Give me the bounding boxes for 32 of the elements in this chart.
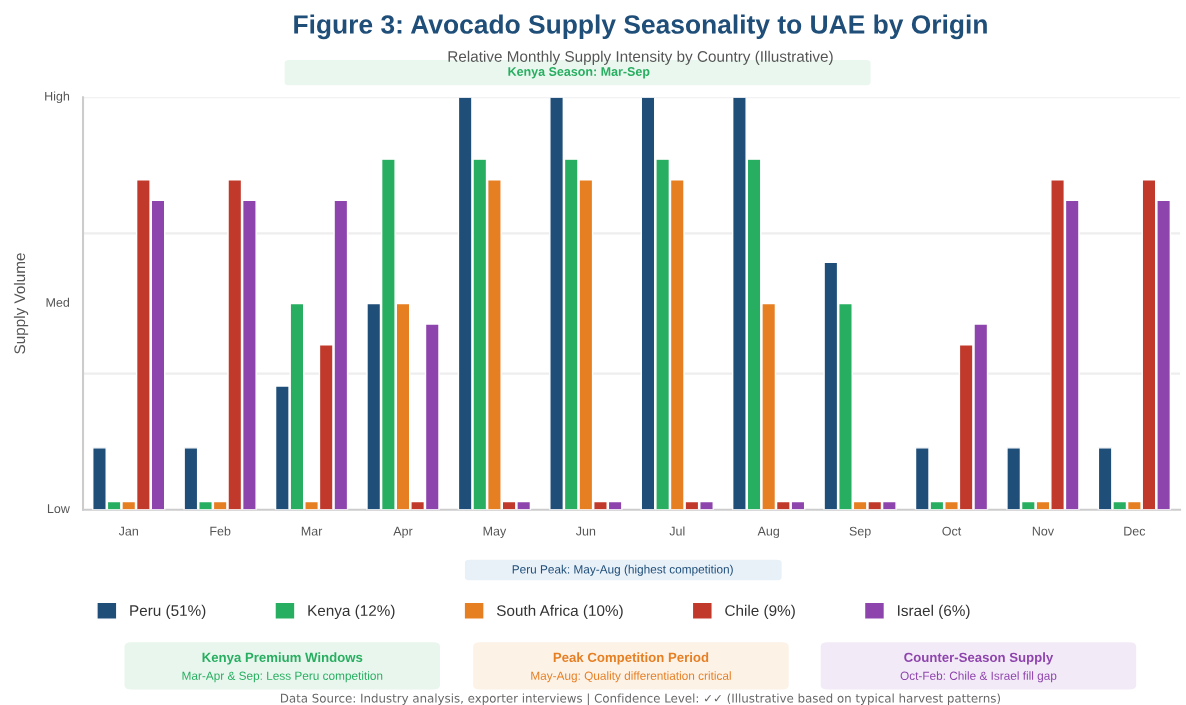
- x-tick-label: Feb: [210, 526, 231, 536]
- x-tick-label: Nov: [1032, 526, 1055, 536]
- legend-label: South Africa (10%): [496, 604, 623, 620]
- x-tick-label: Dec: [1124, 526, 1146, 536]
- source-note: Data Source: Industry analysis, exporter interviews | Confidence Level: ✓✓ (Illustrative based on typical harvest patterns): [280, 693, 1001, 705]
- text: High: [45, 91, 70, 104]
- x-tick-label: Apr: [393, 526, 413, 539]
- legend-label: Kenya (12%): [308, 604, 395, 620]
- chart-subtitle: Relative Monthly Supply Intensity by Country (Illustrative): [448, 50, 833, 65]
- x-tick-label: Jan: [118, 526, 138, 536]
- text: Med: [46, 297, 70, 307]
- x-tick-label: Jun: [575, 526, 596, 536]
- text: Peak Competition Period: [553, 652, 709, 665]
- text: Low: [47, 504, 70, 514]
- x-tick-label: May: [483, 526, 507, 539]
- text: Mar-Apr & Sep: Less Peru competition: [182, 671, 383, 683]
- legend-label: Israel (6%): [898, 604, 970, 620]
- legend-label: Peru (51%): [130, 604, 206, 620]
- x-tick-label: Mar: [301, 526, 323, 536]
- x-tick-label: Aug: [757, 526, 779, 539]
- text: Counter-Season Supply: [904, 652, 1054, 665]
- x-tick-label: Jul: [669, 526, 685, 536]
- x-tick-label: Sep: [849, 526, 871, 539]
- text: Kenya Premium Windows: [202, 652, 363, 665]
- chart-title: Figure 3: Avocado Supply Seasonality to UAE by Origin: [294, 14, 987, 40]
- text: Peru Peak: May-Aug (highest competition): [512, 564, 733, 576]
- text: Oct-Feb: Chile & Israel fill gap: [900, 671, 1057, 683]
- legend-label: Chile (9%): [725, 604, 795, 620]
- x-tick-label: Oct: [942, 526, 962, 536]
- text: May-Aug: Quality differentiation critical: [531, 671, 731, 683]
- y-axis-title: Supply Volume: [13, 253, 29, 354]
- text: Kenya Season: Mar-Sep: [508, 67, 650, 79]
